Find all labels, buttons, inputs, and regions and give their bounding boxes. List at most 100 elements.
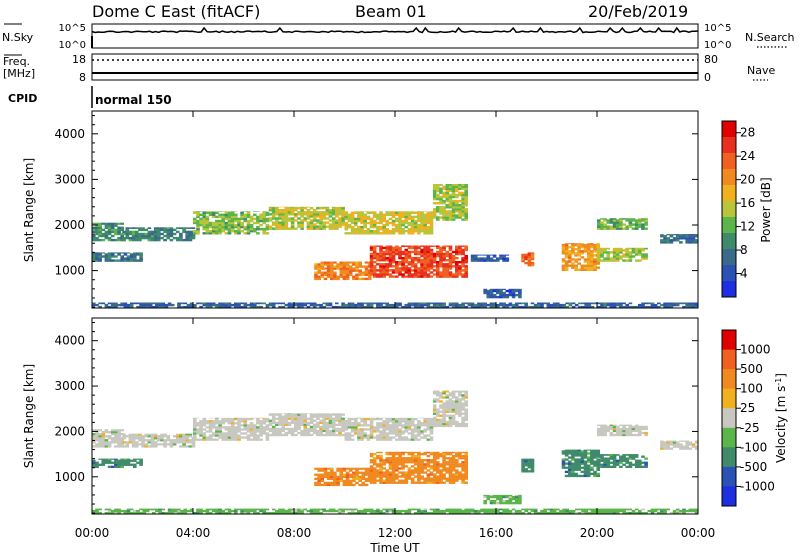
range-gate-cell <box>395 223 399 227</box>
range-gate-cell <box>354 211 358 212</box>
range-gate-cell <box>262 512 266 515</box>
range-gate-cell <box>234 223 238 227</box>
station-title: Dome C East (fitACF) <box>92 2 260 21</box>
range-gate-cell <box>436 481 440 484</box>
range-gate-cell <box>227 512 232 515</box>
range-gate-cell <box>407 475 412 478</box>
range-gate-cell <box>682 237 686 240</box>
range-gate-cell <box>234 211 238 212</box>
range-gate-cell <box>234 422 238 425</box>
range-gate-cell <box>660 303 664 307</box>
range-gate-cell <box>464 195 468 199</box>
range-gate-cell <box>336 267 340 270</box>
range-gate-cell <box>458 390 462 393</box>
range-gate-cell <box>319 427 323 431</box>
range-gate-cell <box>382 426 386 429</box>
range-gate-cell <box>445 275 450 278</box>
range-gate-cell <box>442 463 446 466</box>
range-gate-cell <box>410 481 415 484</box>
range-gate-cell <box>133 509 137 513</box>
range-gate-cell <box>114 465 118 468</box>
range-gate-cell <box>338 213 342 216</box>
range-gate-cell <box>366 302 371 305</box>
range-gate-cell <box>360 428 364 431</box>
range-gate-cell <box>125 227 130 229</box>
range-gate-cell <box>492 259 497 262</box>
range-gate-cell <box>445 271 450 274</box>
range-gate-cell <box>328 225 333 228</box>
range-gate-cell <box>580 250 585 253</box>
range-gate-cell <box>224 232 229 235</box>
range-gate-cell <box>253 436 257 439</box>
range-gate-cell <box>312 429 317 433</box>
range-gate-cell <box>330 269 334 272</box>
range-gate-cell <box>369 512 374 515</box>
range-gate-cell <box>376 475 380 478</box>
range-gate-cell <box>215 428 219 431</box>
range-gate-cell <box>372 428 377 431</box>
range-gate-cell <box>590 243 594 247</box>
range-gate-cell <box>202 228 207 231</box>
range-gate-cell <box>342 467 347 470</box>
range-gate-cell <box>439 191 443 195</box>
range-gate-cell <box>170 303 175 307</box>
range-gate-cell <box>303 413 308 414</box>
range-gate-cell <box>333 473 337 476</box>
range-gate-cell <box>461 463 465 466</box>
range-gate-cell <box>448 267 453 270</box>
range-gate-cell <box>122 236 126 240</box>
range-gate-cell <box>564 450 569 453</box>
range-gate-cell <box>388 246 393 250</box>
range-gate-cell <box>341 423 345 426</box>
range-gate-cell <box>382 259 386 262</box>
range-gate-cell <box>372 246 377 250</box>
range-gate-cell <box>376 418 380 421</box>
range-gate-cell <box>407 275 412 278</box>
range-gate-cell <box>360 230 364 233</box>
range-gate-cell <box>259 223 263 227</box>
range-gate-cell <box>379 211 383 212</box>
range-gate-cell <box>309 211 314 214</box>
range-gate-cell <box>144 433 148 436</box>
range-gate-cell <box>379 465 383 468</box>
range-gate-cell <box>518 497 522 501</box>
range-gate-cell <box>128 236 133 240</box>
range-gate-cell <box>496 259 500 262</box>
range-gate-cell <box>338 415 342 418</box>
range-gate-cell <box>352 477 356 480</box>
range-gate-cell <box>125 230 130 234</box>
range-gate-cell <box>104 224 109 227</box>
range-gate-cell <box>524 305 528 309</box>
range-gate-cell <box>477 305 481 309</box>
range-gate-cell <box>176 437 180 440</box>
range-gate-cell <box>398 302 402 305</box>
range-gate-cell <box>284 227 289 230</box>
range-gate-cell <box>211 213 216 216</box>
range-gate-cell <box>376 417 380 419</box>
range-gate-cell <box>410 479 415 482</box>
range-gate-cell <box>281 305 285 309</box>
range-gate-cell <box>669 303 674 307</box>
range-gate-cell <box>429 428 434 431</box>
range-gate-cell <box>429 467 434 470</box>
range-gate-cell <box>586 243 591 247</box>
range-gate-cell <box>345 275 350 278</box>
range-gate-cell <box>436 392 440 395</box>
range-gate-cell <box>404 418 409 421</box>
range-gate-cell <box>413 259 418 262</box>
range-gate-cell <box>445 420 450 424</box>
range-gate-cell <box>577 450 581 453</box>
range-gate-cell <box>182 238 186 242</box>
range-gate-cell <box>136 512 140 515</box>
range-gate-cell <box>564 260 569 263</box>
range-gate-cell <box>385 424 390 427</box>
range-gate-cell <box>432 465 437 468</box>
colorbar-tick-label: 16 <box>740 196 755 210</box>
range-gate-cell <box>451 457 456 460</box>
range-gate-cell <box>429 461 434 464</box>
range-gate-cell <box>104 303 109 307</box>
range-gate-cell <box>564 250 569 253</box>
range-gate-cell <box>685 440 689 442</box>
range-gate-cell <box>354 221 358 225</box>
range-gate-cell <box>326 471 331 474</box>
